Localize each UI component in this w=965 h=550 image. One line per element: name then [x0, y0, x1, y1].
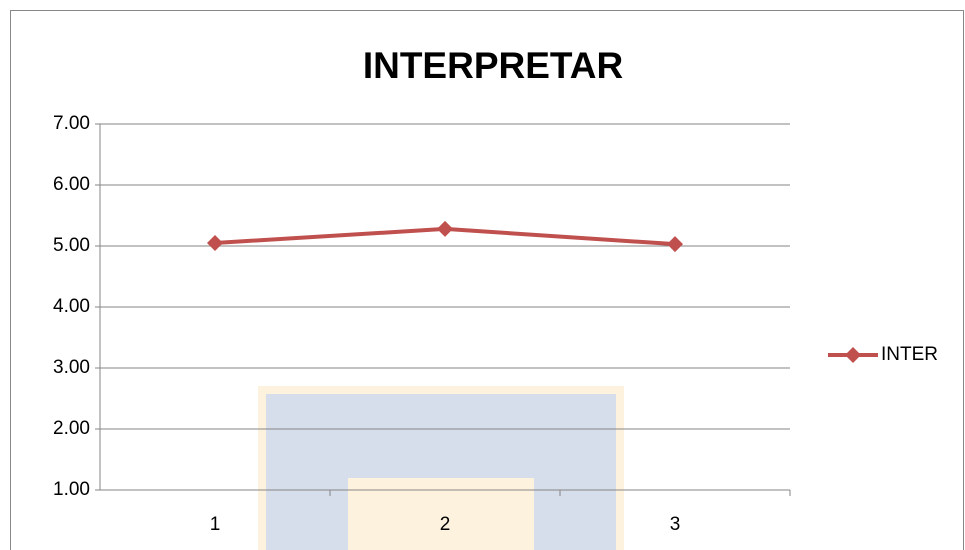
- data-point: [667, 236, 683, 253]
- y-tick-label: 7.00: [53, 113, 90, 134]
- y-tick-label: 4.00: [53, 296, 90, 317]
- y-tick-label: 1.00: [53, 479, 90, 500]
- y-tick-label: 3.00: [53, 357, 90, 378]
- y-tick-label: 6.00: [53, 174, 90, 195]
- y-tick-label: 2.00: [53, 418, 90, 439]
- y-tick-label: 5.00: [53, 235, 90, 256]
- watermark-field: [266, 394, 616, 550]
- legend-marker: [845, 347, 861, 363]
- legend-label: INTER: [881, 344, 938, 365]
- data-point: [437, 220, 453, 237]
- watermark-frame: [258, 386, 624, 550]
- chart-border: [10, 10, 964, 550]
- x-tick-label: 2: [440, 514, 451, 535]
- chart-title: INTERPRETAR: [363, 45, 623, 86]
- x-tick-label: 3: [670, 514, 681, 535]
- data-point: [207, 234, 223, 251]
- x-tick-label: 1: [210, 514, 221, 535]
